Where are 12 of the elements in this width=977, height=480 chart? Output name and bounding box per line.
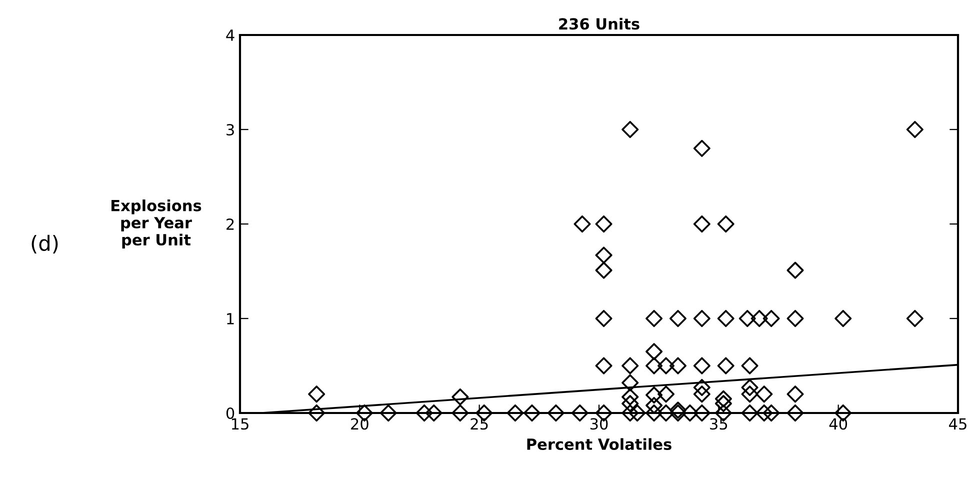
y-tick-label: 2 <box>226 218 234 230</box>
y-tick-label: 4 <box>226 30 234 41</box>
y-tick-label: 3 <box>226 124 234 136</box>
x-axis-title: Percent Volatiles <box>527 438 672 450</box>
y-tick-label: 0 <box>226 407 234 420</box>
x-tick-label: 15 <box>232 418 248 430</box>
y-tick-label: 1 <box>227 313 234 324</box>
text: (d) <box>32 234 58 254</box>
x-tick-label: 40 <box>829 418 848 430</box>
chart-title: 236 Units <box>559 18 640 30</box>
y-axis-title: Explosions per Year per Unit <box>112 200 202 248</box>
x-tick-label: 45 <box>949 418 966 430</box>
